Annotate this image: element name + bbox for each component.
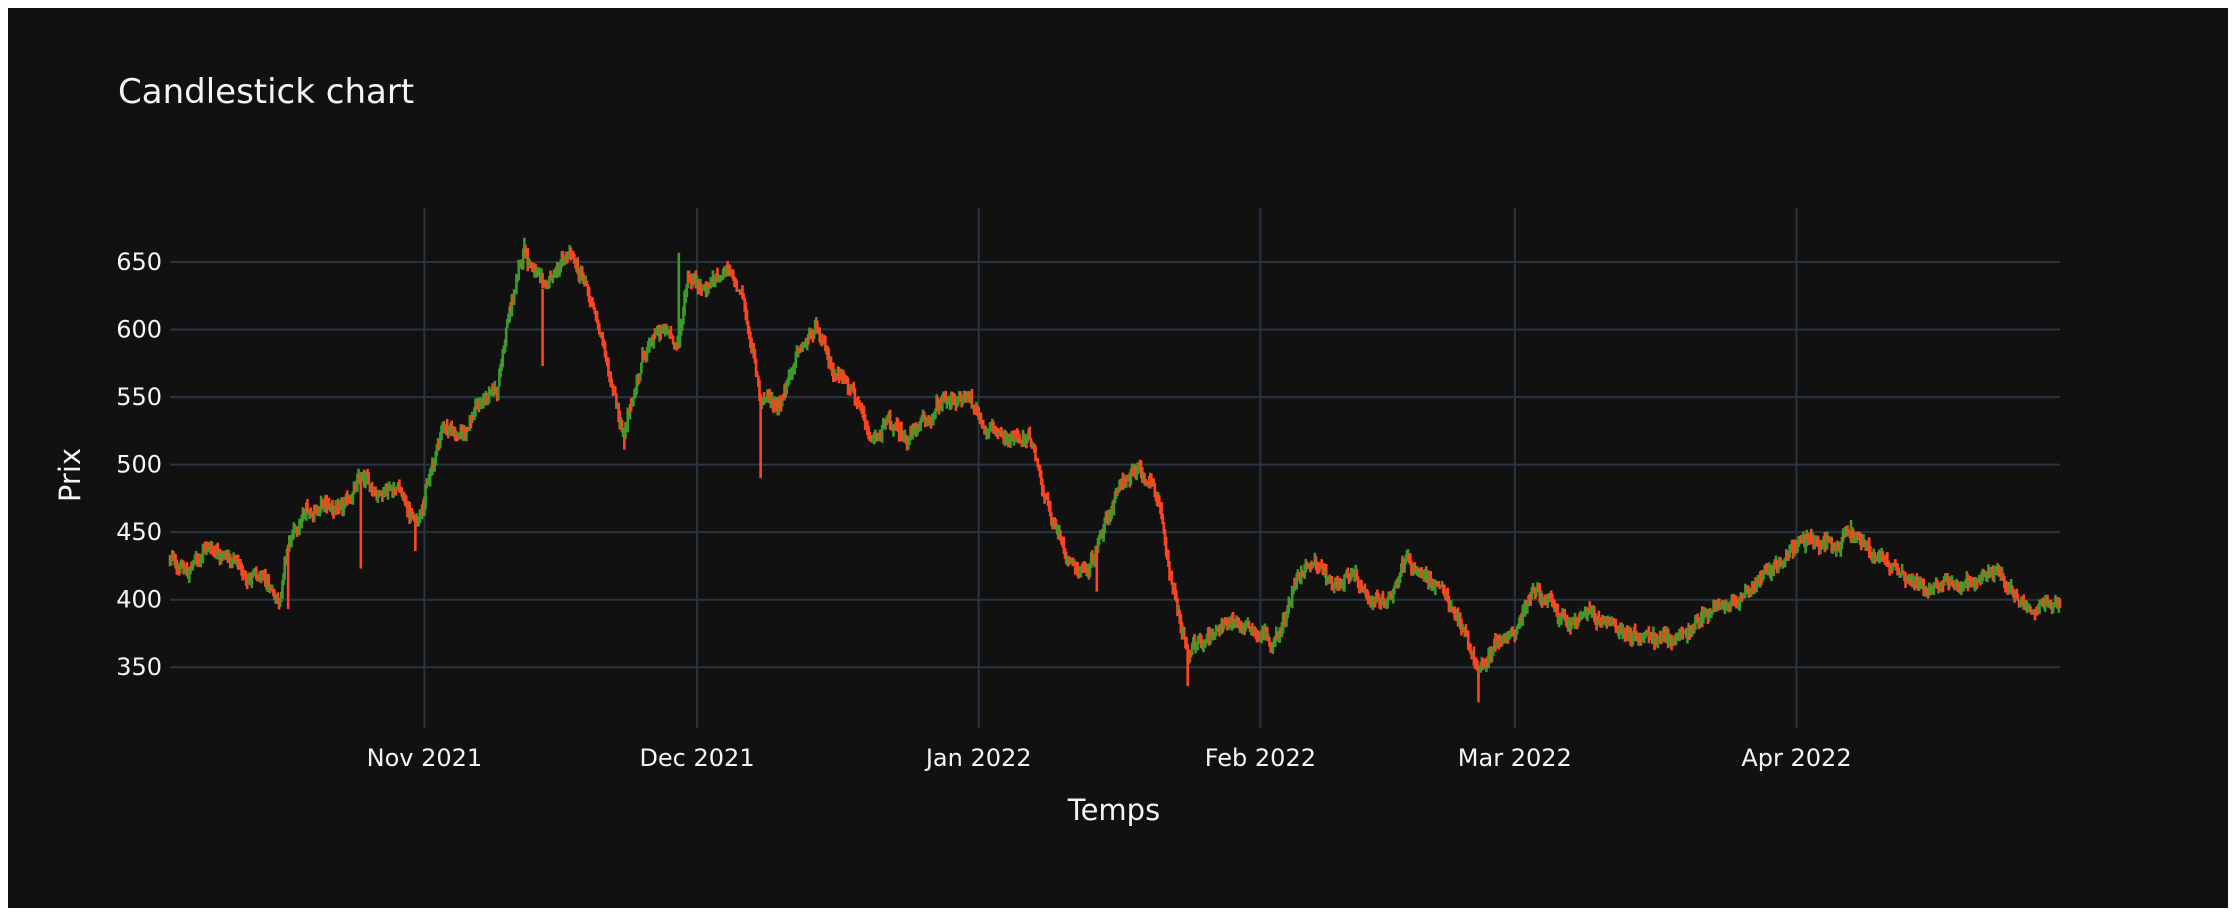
y-tick-label: 350 — [116, 653, 162, 681]
x-tick-label: Nov 2021 — [367, 744, 483, 772]
y-tick-label: 400 — [116, 586, 162, 614]
chart-frame: 350 400 450 500 550 600 650 Nov 2021 Dec 2021 Jan… — [8, 8, 2228, 908]
y-tick-label: 500 — [116, 451, 162, 479]
candlestick-chart: 350 400 450 500 550 600 650 Nov 2021 Dec 2021 Jan… — [53, 72, 2062, 827]
y-axis-title: Prix — [53, 448, 87, 502]
chart-title: Candlestick chart — [118, 72, 414, 112]
candles-layer[interactable] — [168, 237, 2062, 703]
y-tick-label: 650 — [116, 248, 162, 276]
y-tick-label: 600 — [116, 316, 162, 344]
x-tick-label: Mar 2022 — [1458, 744, 1572, 772]
x-tick-label: Feb 2022 — [1205, 744, 1316, 772]
x-tick-label: Dec 2021 — [639, 744, 754, 772]
x-tick-label: Apr 2022 — [1741, 744, 1851, 772]
y-tick-label: 550 — [116, 383, 162, 411]
x-tick-label: Jan 2022 — [924, 744, 1032, 772]
y-tick-label: 450 — [116, 518, 162, 546]
grid-layer — [170, 208, 2060, 728]
tick-layer: 350 400 450 500 550 600 650 Nov 2021 Dec 2021 Jan… — [116, 248, 1851, 772]
x-axis-title: Temps — [1067, 793, 1160, 827]
